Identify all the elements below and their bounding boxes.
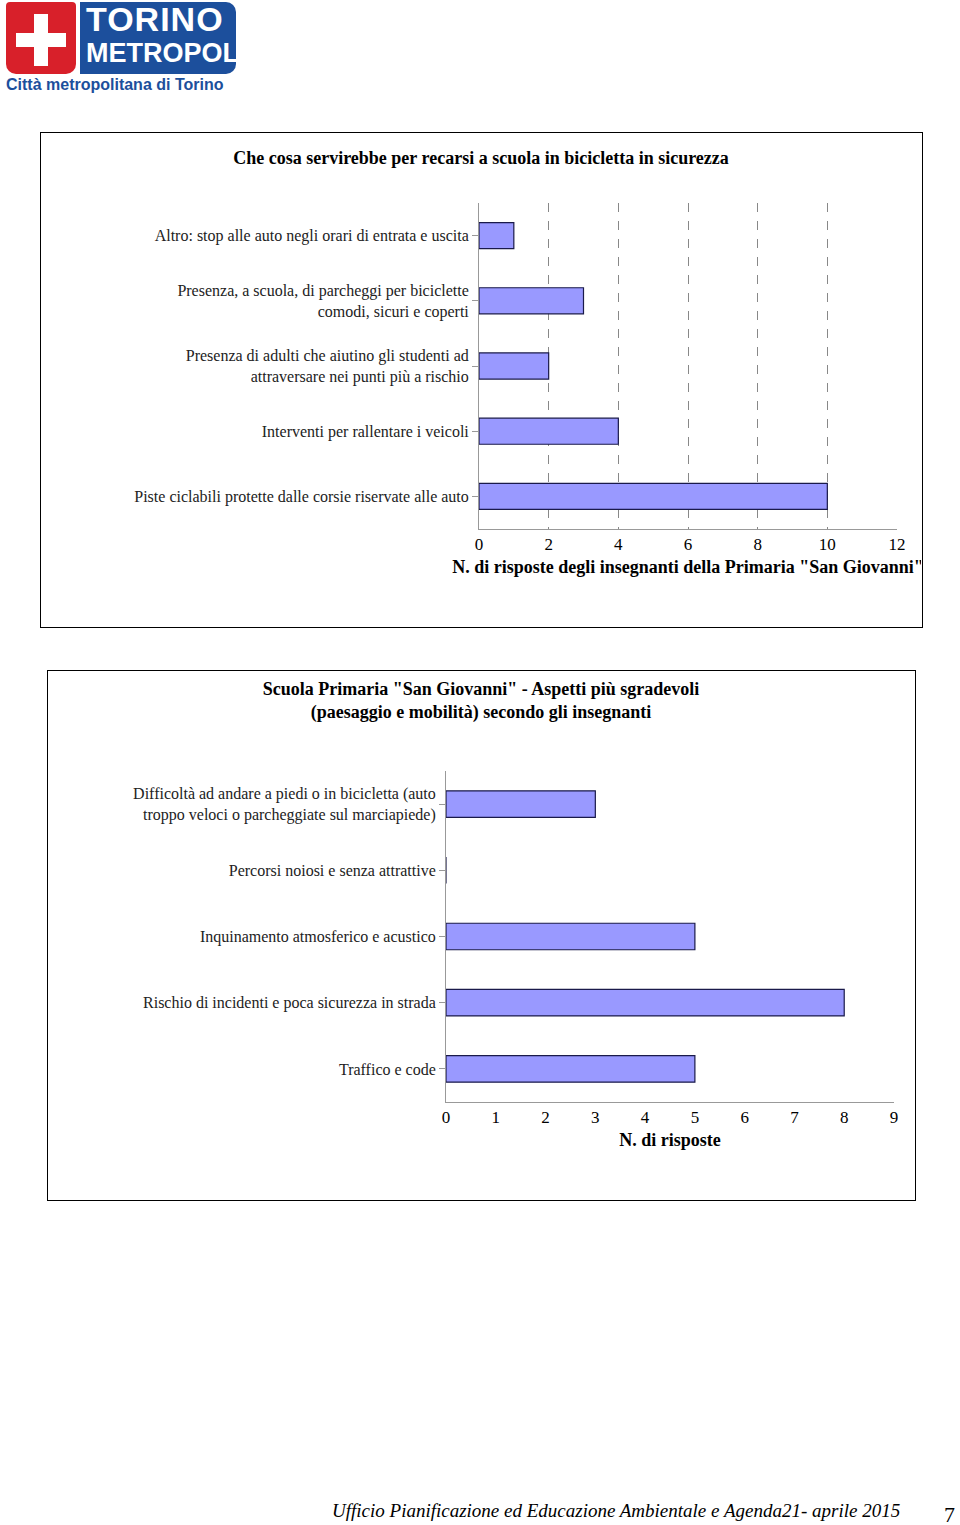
svg-text:2: 2: [544, 535, 553, 554]
svg-text:Traffico e code: Traffico e code: [339, 1061, 436, 1078]
svg-text:1: 1: [492, 1108, 501, 1127]
svg-text:N. di risposte degli insegnant: N. di risposte degli insegnanti della Pr…: [452, 557, 921, 577]
svg-text:3: 3: [591, 1108, 600, 1127]
svg-text:12: 12: [889, 535, 906, 554]
html-text:METROPOLI: METROPOLI: [86, 38, 247, 68]
svg-text:10: 10: [819, 535, 836, 554]
svg-text:N. di risposte: N. di risposte: [619, 1130, 721, 1150]
svg-text:0: 0: [475, 535, 484, 554]
svg-text:0: 0: [442, 1108, 451, 1127]
svg-text:Rischio di incidenti e poca si: Rischio di incidenti e poca sicurezza in…: [143, 994, 436, 1012]
svg-text:8: 8: [840, 1108, 849, 1127]
html-text:TORINO: TORINO: [86, 0, 224, 38]
svg-text:4: 4: [641, 1108, 650, 1127]
svg-text:Interventi per rallentare i ve: Interventi per rallentare i veicoli: [262, 423, 470, 441]
svg-text:5: 5: [691, 1108, 700, 1127]
svg-text:Percorsi noiosi e senza attrat: Percorsi noiosi e senza attrattive: [229, 862, 436, 879]
svg-text:Altro: stop alle auto negli or: Altro: stop alle auto negli orari di ent…: [155, 227, 469, 245]
svg-text:6: 6: [684, 535, 693, 554]
html-text:Città metropolitana di Torino: Città metropolitana di Torino: [6, 76, 224, 93]
svg-text:Presenza, a scuola, di parcheg: Presenza, a scuola, di parcheggi per bic…: [177, 282, 469, 321]
svg-text:Inquinamento atmosferico e acu: Inquinamento atmosferico e acustico: [200, 928, 436, 946]
svg-text:9: 9: [890, 1108, 899, 1127]
svg-text:7: 7: [790, 1108, 799, 1127]
svg-text:6: 6: [740, 1108, 749, 1127]
svg-text:Presenza di adulti che aiutino: Presenza di adulti che aiutino gli stude…: [186, 347, 469, 386]
svg-text:Che cosa servirebbe per recars: Che cosa servirebbe per recarsi a scuola…: [233, 148, 729, 168]
svg-text:Piste ciclabili protette dalle: Piste ciclabili protette dalle corsie ri…: [134, 488, 469, 506]
svg-text:Difficoltà ad andare a piedi o: Difficoltà ad andare a piedi o in bicicl…: [133, 785, 436, 824]
html-text:Ufficio Pianificazione ed Educ: Ufficio Pianificazione ed Educazione Amb…: [332, 1500, 901, 1521]
svg-text:8: 8: [753, 535, 762, 554]
svg-text:2: 2: [541, 1108, 550, 1127]
svg-text:4: 4: [614, 535, 623, 554]
svg-text:Scuola Primaria "San Giovanni": Scuola Primaria "San Giovanni" - Aspetti…: [263, 679, 700, 723]
